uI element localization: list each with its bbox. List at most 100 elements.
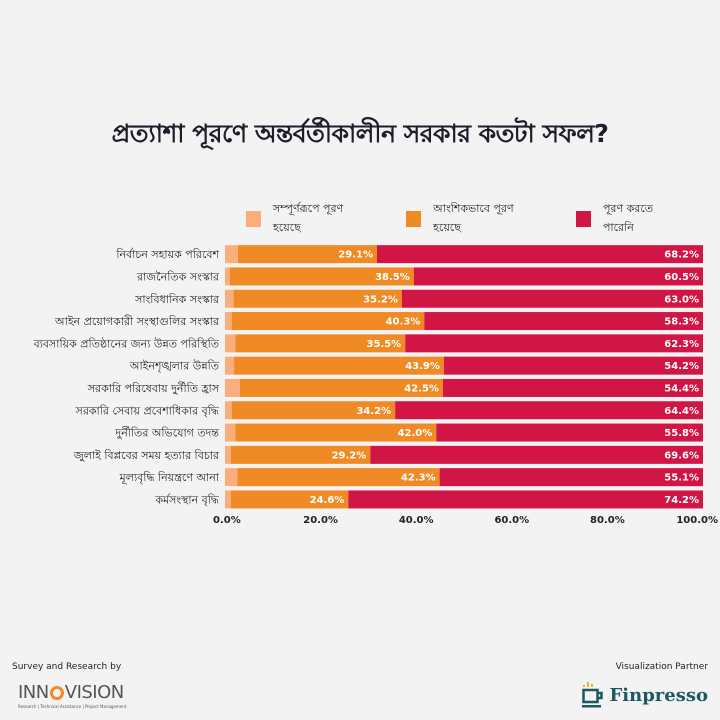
bar-segment-partially-met [230,490,349,509]
bar-segment-not-met [424,312,703,331]
bar-segment-fully-met [225,312,232,331]
bar-segment-not-met [442,378,703,397]
value-label-not-met: 60.5% [664,272,699,283]
bar-segment-fully-met [225,245,238,264]
x-tick-label: 80.0% [590,515,625,526]
value-label-partially-met: 42.5% [404,383,439,394]
category-label: সরকারি সেবায় প্রবেশাধিকার বৃদ্ধি [75,404,220,417]
value-label-not-met: 68.2% [664,250,699,261]
x-tick-label: 60.0% [494,515,529,526]
value-label-not-met: 55.1% [664,473,699,484]
bar-segment-fully-met [225,334,236,353]
bar-segment-partially-met [239,378,443,397]
value-label-partially-met: 40.3% [386,317,421,328]
legend: সম্পূর্ণরূপে পূরণ হয়েছে আংশিকভাবে পূরণ … [246,202,720,234]
category-label: দুর্নীতির অভিযোগ তদন্ত [114,427,219,440]
category-label: মূল্যবৃদ্ধি নিয়ন্ত্রণে আনা [119,471,220,484]
legend-swatch-fully-met [246,211,261,227]
bar-segment-not-met [436,423,703,442]
bar-segment-fully-met [225,356,235,375]
bar-segment-fully-met [225,267,230,286]
innovision-logo-text-b: VISION [64,682,125,703]
bar-segment-not-met [439,468,703,487]
value-label-partially-met: 29.2% [332,450,367,461]
value-label-not-met: 58.3% [664,317,699,328]
value-label-partially-met: 34.2% [356,406,391,417]
category-label: সরকারি পরিষেবায় দুর্নীতি হ্রাস [87,382,220,395]
category-label: জুলাই বিপ্লবের সময় হত্যার বিচার [73,449,220,462]
chart-title: প্রত্যাশা পূরণে অন্তর্বর্তীকালীন সরকার ক… [111,119,609,148]
x-tick-label: 100.0% [676,515,718,526]
bar-segment-partially-met [234,356,444,375]
bar-segment-partially-met [233,289,402,308]
category-label: কর্মসংস্থান বৃদ্ধি [154,493,220,506]
legend-swatch-not-met [575,211,591,227]
bar-segment-not-met [405,334,703,353]
bar-segment-partially-met [229,267,414,286]
value-label-partially-met: 43.9% [405,361,440,372]
innovision-logo-text-a: INN [18,682,49,703]
value-label-not-met: 55.8% [664,428,699,439]
category-label: আইনশৃঙ্খলার উন্নতি [129,360,220,373]
value-label-not-met: 69.6% [664,450,699,461]
category-label: ব্যবসায়িক প্রতিষ্ঠানের জন্য উন্নত পরিস্… [33,337,220,350]
bar-segment-partially-met [237,468,440,487]
footer-visualization-credit: Visualization Partner Finpresso [581,662,709,708]
value-label-partially-met: 38.5% [375,272,410,283]
legend-item-fully-met: সম্পূর্ণরূপে পূরণ হয়েছে [246,200,368,238]
innovision-logo-ring-icon [49,685,64,700]
bar-segment-fully-met [225,289,234,308]
x-tick-label: 40.0% [399,515,434,526]
coffee-cup-icon [581,682,603,708]
category-label: নির্বাচন সহায়ক পরিবেশ [115,248,219,261]
bar-segment-partially-met [231,312,425,331]
bar-segment-fully-met [225,378,240,397]
finpresso-logo-text: Finpresso [609,684,709,706]
value-label-partially-met: 24.6% [310,495,345,506]
value-label-partially-met: 42.3% [401,473,436,484]
bar-segment-not-met [377,245,703,264]
bar-segment-partially-met [237,245,378,264]
legend-item-partially-met: আংশিকভাবে পূরণ হয়েছে [406,200,538,238]
category-label: রাজনৈতিক সংস্কার [136,270,220,283]
legend-label-not-met: পূরণ করতে পারেনি [602,202,654,234]
bar-segment-fully-met [225,401,232,420]
research-credit-caption: Survey and Research by [12,662,122,672]
bar-segment-not-met [395,401,703,420]
legend-swatch-partially-met [406,211,422,227]
bar-segment-fully-met [225,468,238,487]
legend-label-fully-met: সম্পূর্ণরূপে পূরণ হয়েছে [273,202,344,234]
bar-segment-not-met [348,490,703,509]
value-label-not-met: 54.4% [664,383,699,394]
bar-segment-not-met [443,356,703,375]
finpresso-logo: Finpresso [581,682,709,708]
legend-item-not-met: পূরণ করতে পারেনি [575,200,682,238]
value-label-partially-met: 35.2% [363,294,398,305]
value-label-partially-met: 35.5% [367,339,402,350]
legend-label-partially-met: আংশিকভাবে পূরণ হয়েছে [433,202,514,234]
bar-segment-not-met [401,289,703,308]
bar-segment-fully-met [225,445,231,464]
category-label: সাংবিধানিক সংস্কার [134,293,220,306]
value-label-not-met: 63.0% [664,294,699,305]
value-label-partially-met: 42.0% [398,428,433,439]
value-label-not-met: 54.2% [664,361,699,372]
innovision-tagline: Research | Technical Assistance | Projec… [18,704,127,709]
visualization-credit-caption: Visualization Partner [615,662,708,672]
innovision-logo: INN VISION Research | Technical Assistan… [18,682,126,709]
value-label-not-met: 62.3% [664,339,699,350]
bar-segment-partially-met [235,423,437,442]
bar-segment-fully-met [225,423,236,442]
category-label: আইন প্রয়োগকারী সংস্থাগুলির সংস্কার [54,315,220,328]
value-label-not-met: 74.2% [664,495,699,506]
footer-research-credit: Survey and Research by INN VISION Resear… [12,662,126,709]
bar-segment-not-met [413,267,703,286]
bar-segment-partially-met [231,401,396,420]
bar-segment-fully-met [225,490,231,509]
bar-segment-partially-met [230,445,371,464]
x-tick-label: 20.0% [303,515,338,526]
bar-segment-partially-met [235,334,406,353]
value-label-not-met: 64.4% [664,406,699,417]
value-label-partially-met: 29.1% [338,250,373,261]
bar-segment-not-met [370,445,703,464]
